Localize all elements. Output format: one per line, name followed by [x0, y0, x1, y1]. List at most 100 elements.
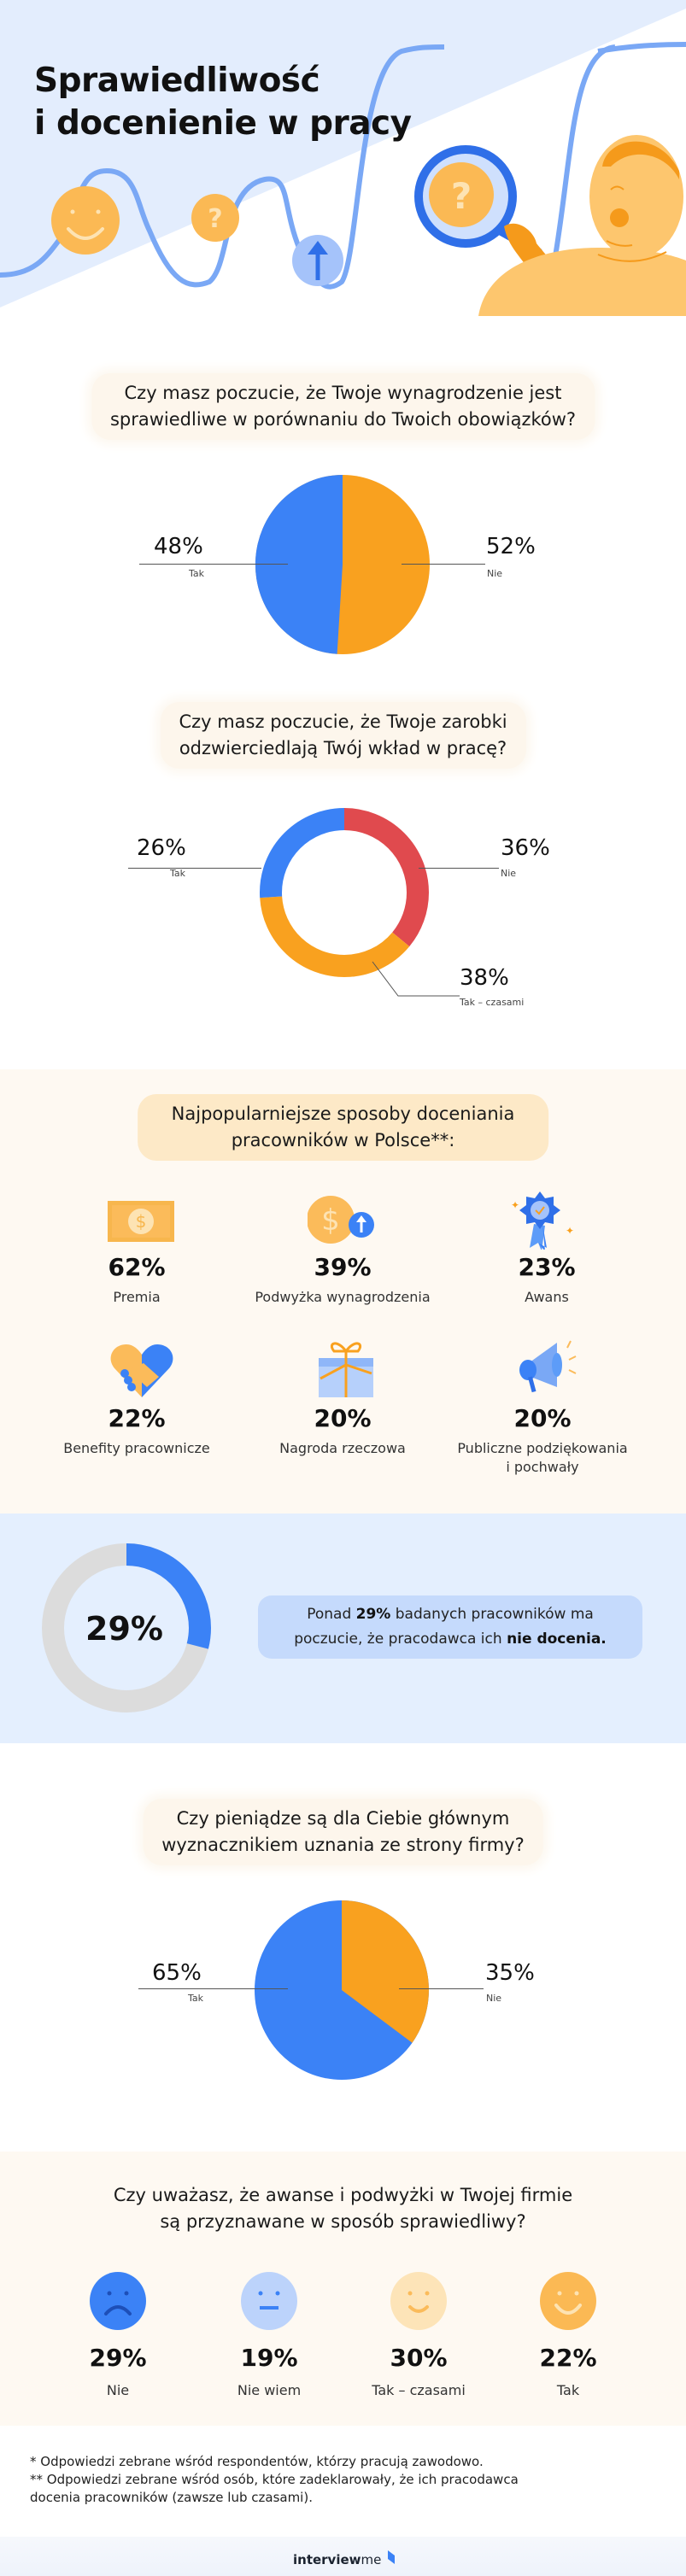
hero-illustration: ? ?: [0, 0, 686, 316]
fairness-stat-nie-wiem: 19% Nie wiem: [192, 2344, 346, 2398]
stat-value: 23%: [518, 1253, 576, 1281]
coin-raise-icon: $: [308, 1196, 374, 1244]
callout-text: badanych pracowników ma: [390, 1606, 594, 1623]
svg-text:$: $: [321, 1203, 340, 1238]
svg-text:✦: ✦: [511, 1199, 519, 1211]
q3-nie-label: Nie: [486, 1993, 502, 2004]
q2-tak-value: 26%: [137, 835, 186, 861]
stat-value: 22%: [539, 2344, 597, 2372]
fairness-stat-tak: 22% Tak: [491, 2344, 645, 2398]
stat-label: Nie: [106, 2382, 130, 2398]
logo-light: me: [361, 2552, 382, 2567]
question-1-line-2: sprawiedliwe w porównaniu do Twoich obow…: [109, 409, 577, 430]
stat-value: 62%: [108, 1253, 166, 1281]
q1-leader-right: [402, 564, 485, 565]
appreciation-heading-line-2: pracowników w Polsce**:: [231, 1130, 455, 1150]
stat-pochwaly: 20% Publiczne podziękowania i pochwały: [440, 1404, 645, 1477]
megaphone-icon: [519, 1340, 577, 1393]
q1-leader-left-main: [139, 564, 187, 565]
stat-premia: 62% Premia: [34, 1253, 239, 1307]
sad-face-icon: [90, 2272, 146, 2330]
q3-nie-value: 35%: [485, 1960, 535, 1986]
ring-value: 29%: [85, 1610, 163, 1648]
q2-nie-label: Nie: [501, 868, 517, 879]
pie-chart-q1: [255, 474, 430, 654]
logo-mark-icon: [388, 2550, 396, 2564]
not-appreciated-callout: Ponad 29% badanych pracowników ma poczuc…: [258, 1595, 642, 1659]
title-line-2: i docenienie w pracy: [34, 104, 412, 143]
stat-label: Tak – czasami: [372, 2382, 466, 2398]
q3-leader-right: [399, 1988, 484, 1989]
smile-icon: [51, 186, 120, 255]
q2-tak-label: Tak: [170, 868, 186, 879]
page-title: Sprawiedliwość i docenienie w pracy: [34, 60, 412, 145]
stat-value: 30%: [390, 2344, 448, 2372]
svg-text:?: ?: [208, 204, 222, 234]
svg-text:$: $: [136, 1211, 147, 1232]
callout-text: Ponad: [307, 1606, 356, 1623]
footer-bar: [0, 2537, 686, 2576]
question-4: Czy uważasz, że awanse i podwyżki w Twoj…: [0, 2182, 686, 2235]
question-2-line-1: Czy masz poczucie, że Twoje zarobki: [179, 711, 507, 732]
slight-smile-face-icon: [390, 2272, 447, 2330]
stat-label-line-2: i pochwały: [506, 1459, 579, 1475]
footnote-2-line-1: ** Odpowiedzi zebrane wśród osób, które …: [30, 2472, 519, 2487]
banknote-icon: $: [108, 1201, 174, 1242]
stat-label: Nie wiem: [237, 2382, 302, 2398]
neutral-face-icon: [241, 2272, 297, 2330]
q1-leader-left-into-pie: [187, 564, 288, 565]
heart-handshake-icon: [110, 1344, 173, 1397]
question-4-line-2: są przyznawane w sposób sprawiedliwy?: [160, 2211, 526, 2232]
q2-leader-right: [419, 868, 499, 869]
q1-tak-value: 48%: [154, 534, 203, 559]
question-2-box: Czy masz poczucie, że Twoje zarobki odzw…: [160, 702, 526, 769]
gift-icon: [319, 1342, 373, 1397]
question-2-line-2: odzwierciedlają Twój wkład w pracę?: [179, 738, 507, 758]
stat-nagroda: 20% Nagroda rzeczowa: [240, 1404, 445, 1458]
stat-label: Premia: [113, 1289, 161, 1305]
stat-awans: 23% Awans: [444, 1253, 649, 1307]
svg-text:?: ?: [451, 175, 472, 217]
stat-value: 39%: [314, 1253, 372, 1281]
question-4-line-1: Czy uważasz, że awanse i podwyżki w Twoj…: [113, 2185, 573, 2205]
donut-chart-q2: [260, 808, 429, 977]
stat-label: Awans: [525, 1289, 569, 1305]
q2-leader-bottom: [372, 961, 460, 997]
callout-bold-text: nie docenia.: [507, 1630, 607, 1648]
q1-tak-label: Tak: [189, 568, 205, 579]
stat-benefity: 22% Benefity pracownicze: [34, 1404, 239, 1458]
q3-tak-label: Tak: [188, 1993, 204, 2004]
stat-label: Tak: [556, 2382, 580, 2398]
q2-leader-left: [128, 868, 261, 869]
pie-chart-q3: [255, 1900, 429, 2080]
callout-line-2: poczucie, że pracodawca ich nie docenia.: [258, 1627, 642, 1652]
q3-leader-left: [138, 1988, 288, 1989]
footnote-2-line-2: docenia pracowników (zawsze lub czasami)…: [30, 2490, 313, 2505]
appreciation-heading-line-1: Najpopularniejsze sposoby doceniania: [171, 1104, 515, 1124]
logo-bold: interview: [293, 2552, 361, 2567]
callout-bold-value: 29%: [355, 1606, 391, 1623]
appreciation-heading-box: Najpopularniejsze sposoby doceniania pra…: [137, 1094, 549, 1161]
stat-label: Nagroda rzeczowa: [279, 1440, 406, 1456]
stat-label-line-1: Publiczne podziękowania: [457, 1440, 628, 1456]
q2-nie-value: 36%: [501, 835, 550, 861]
stat-value: 19%: [240, 2344, 298, 2372]
fairness-stat-nie: 29% Nie: [41, 2344, 195, 2398]
svg-text:✦: ✦: [566, 1225, 574, 1237]
stat-label: Publiczne podziękowania i pochwały: [440, 1439, 645, 1477]
question-3-line-1: Czy pieniądze są dla Ciebie głównym: [176, 1808, 510, 1829]
callout-text: poczucie, że pracodawca ich: [294, 1630, 507, 1648]
stat-value: 20%: [513, 1404, 572, 1432]
progress-ring-29: [42, 1543, 211, 1712]
stat-value: 20%: [314, 1404, 372, 1432]
title-line-1: Sprawiedliwość: [34, 61, 320, 100]
question-1-box: Czy masz poczucie, że Twoje wynagrodzeni…: [91, 373, 595, 440]
stat-value: 22%: [108, 1404, 166, 1432]
fairness-stat-tak-czasami: 30% Tak – czasami: [342, 2344, 495, 2398]
question-1-line-1: Czy masz poczucie, że Twoje wynagrodzeni…: [124, 383, 562, 403]
hero-banner: ? ? Sprawiedliwość i docenienie w pracy: [0, 0, 686, 325]
question-3-line-2: wyznacznikiem uznania ze strony firmy?: [161, 1835, 525, 1855]
q1-nie-value: 52%: [486, 534, 536, 559]
stat-podwyzka: 39% Podwyżka wynagrodzenia: [240, 1253, 445, 1307]
q2-czasami-label: Tak – czasami: [460, 997, 525, 1008]
